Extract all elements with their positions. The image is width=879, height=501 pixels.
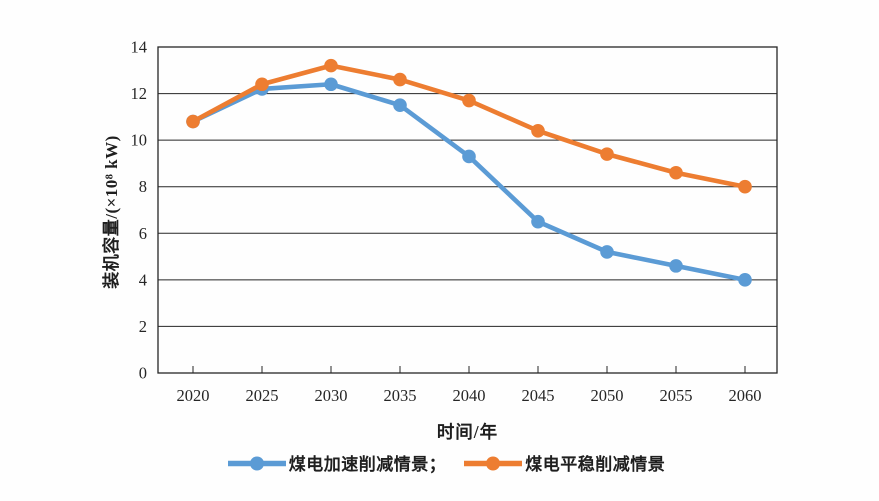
y-tick-label-12: 12 [131, 84, 148, 103]
data-point-0-2045 [531, 214, 545, 229]
y-tick-label-10: 10 [131, 131, 148, 150]
x-tick-label-2045: 2045 [522, 386, 555, 405]
plot-border [157, 46, 778, 374]
data-point-0-2055 [669, 259, 683, 273]
series-line-0 [190, 81, 748, 283]
legend-line-marker-orange-icon [464, 456, 523, 470]
legend-item-accelerated-reduction: 煤电加速削减情景； [227, 450, 447, 475]
legend-item-steady-reduction: 煤电平稳削减情景 [464, 450, 665, 475]
data-point-1-2025 [255, 77, 269, 92]
legend-label-steady-reduction: 煤电平稳削减情景 [525, 455, 666, 474]
x-tick-label-2025: 2025 [246, 386, 279, 405]
series-line-1 [190, 63, 748, 190]
data-point-0-2040 [462, 149, 476, 164]
y-tick-label-6: 6 [139, 224, 147, 243]
data-point-1-2050 [600, 147, 614, 161]
x-tick-label-2055: 2055 [660, 386, 693, 405]
y-tick-label-14: 14 [131, 38, 148, 57]
x-tick-label-2035: 2035 [384, 386, 417, 405]
legend-label-accelerated-reduction: 煤电加速削减情景； [288, 455, 447, 474]
x-axis-title: 时间/年 [436, 422, 499, 442]
data-point-1-2030 [324, 58, 338, 73]
data-point-0-2060 [738, 273, 752, 287]
y-tick-label-8: 8 [139, 177, 147, 196]
y-tick-label-2: 2 [139, 317, 147, 336]
data-point-0-2050 [600, 245, 614, 259]
x-tick-label-2040: 2040 [453, 386, 486, 405]
x-tick-label-2020: 2020 [177, 386, 210, 405]
x-tick-label-2030: 2030 [315, 386, 348, 405]
x-tick-label-2050: 2050 [591, 386, 624, 405]
data-point-0-2030 [324, 77, 338, 92]
legend: 煤电加速削减情景； 煤电平稳削减情景 [0, 450, 879, 475]
y-axis-title: 装机容量/(×10⁸ kW) [102, 135, 121, 289]
data-point-1-2040 [462, 93, 476, 108]
data-point-1-2045 [531, 124, 545, 138]
data-point-1-2035 [393, 72, 407, 87]
y-tick-label-4: 4 [139, 270, 147, 289]
data-point-0-2035 [393, 98, 407, 113]
data-point-1-2020 [186, 114, 200, 129]
x-tick-label-2060: 2060 [729, 386, 762, 405]
data-point-1-2055 [669, 165, 683, 180]
legend-line-marker-blue-icon [227, 456, 286, 470]
y-tick-label-0: 0 [139, 364, 147, 383]
data-point-1-2060 [738, 179, 752, 194]
